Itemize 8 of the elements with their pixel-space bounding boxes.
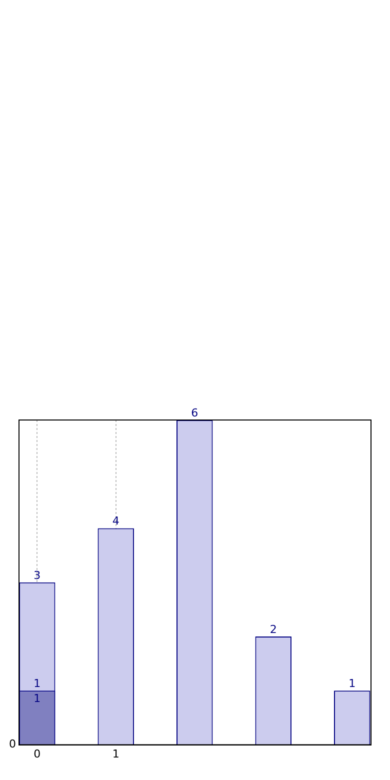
data-label: 3 [34,568,41,582]
text: 0 [9,738,16,751]
data-label: 1 [348,677,356,690]
annotation: 1 [34,677,41,690]
data-label: 6 [191,406,198,420]
data-label: 4 [112,514,120,528]
data-label: 2 [270,622,277,636]
data-label: 1 [34,692,41,706]
